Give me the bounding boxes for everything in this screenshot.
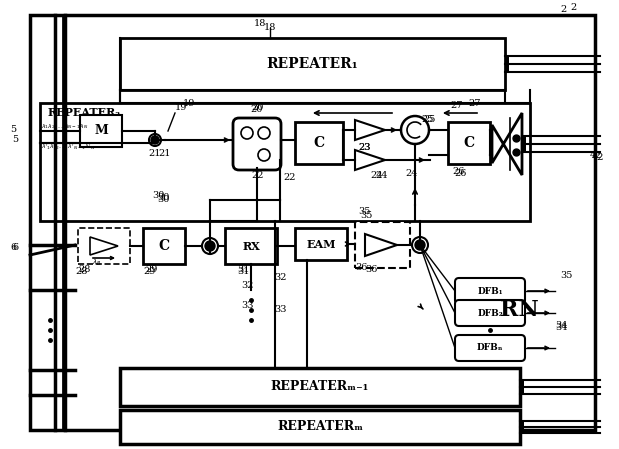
Text: C: C — [158, 239, 170, 253]
FancyBboxPatch shape — [455, 300, 525, 326]
Text: 27: 27 — [468, 100, 480, 109]
Text: 28: 28 — [78, 265, 90, 274]
Text: 30: 30 — [157, 194, 170, 202]
Text: 6: 6 — [10, 243, 16, 252]
Text: 42: 42 — [590, 150, 602, 159]
Text: RX: RX — [242, 241, 260, 251]
Text: 25: 25 — [423, 115, 435, 124]
Bar — [120, 368, 520, 406]
Text: 36: 36 — [355, 264, 367, 273]
Text: 21: 21 — [149, 149, 162, 158]
Text: 34: 34 — [555, 323, 568, 333]
Circle shape — [401, 116, 429, 144]
Text: 35: 35 — [560, 270, 573, 279]
Text: 2: 2 — [570, 4, 576, 13]
Bar — [295, 122, 343, 164]
Text: 2: 2 — [560, 5, 566, 14]
Text: 42: 42 — [592, 154, 605, 163]
Bar — [355, 222, 410, 268]
Circle shape — [202, 238, 218, 254]
Bar — [120, 410, 520, 444]
Text: 5: 5 — [10, 126, 16, 135]
Text: 27: 27 — [450, 101, 462, 110]
Text: 24: 24 — [405, 168, 417, 177]
FancyBboxPatch shape — [455, 335, 525, 361]
Text: 33: 33 — [274, 305, 287, 314]
Bar — [520, 380, 524, 394]
Circle shape — [415, 240, 425, 250]
Text: REPEATERₘ: REPEATERₘ — [277, 421, 363, 433]
Bar — [80, 115, 122, 147]
Text: 6: 6 — [12, 243, 18, 252]
Bar — [505, 56, 509, 72]
Bar — [520, 421, 524, 433]
Circle shape — [151, 136, 159, 144]
Circle shape — [152, 137, 158, 143]
Text: RN: RN — [500, 299, 539, 321]
Text: 18: 18 — [254, 19, 266, 28]
Text: 20: 20 — [252, 104, 264, 113]
Circle shape — [412, 237, 428, 253]
Text: 26: 26 — [454, 168, 466, 177]
Text: 20: 20 — [251, 106, 263, 114]
Text: C: C — [464, 136, 475, 150]
Text: 26: 26 — [452, 167, 464, 176]
Text: 30: 30 — [157, 195, 170, 204]
Bar — [295, 228, 347, 260]
Circle shape — [205, 241, 215, 251]
Text: REPEATER₂: REPEATER₂ — [48, 106, 121, 118]
Text: 19: 19 — [175, 104, 188, 113]
Text: DFB₂: DFB₂ — [477, 308, 503, 317]
Text: DFBₙ: DFBₙ — [477, 343, 503, 352]
Bar — [522, 136, 526, 152]
Bar — [143, 228, 185, 264]
Text: 30: 30 — [152, 190, 165, 199]
FancyBboxPatch shape — [455, 278, 525, 304]
Bar — [78, 228, 130, 264]
Text: C: C — [313, 136, 324, 150]
Bar — [40, 103, 530, 221]
Bar — [120, 38, 505, 90]
Text: $\lambda'_1\lambda'_2...\lambda'_{N-1}\lambda'_N$: $\lambda'_1\lambda'_2...\lambda'_{N-1}\l… — [41, 142, 95, 152]
Text: REPEATERₘ₋₁: REPEATERₘ₋₁ — [271, 380, 369, 393]
Text: 28: 28 — [75, 268, 87, 277]
Text: 31: 31 — [237, 268, 249, 277]
Bar — [225, 228, 277, 264]
Text: 24: 24 — [370, 171, 383, 180]
Text: M: M — [94, 124, 108, 137]
Bar — [448, 122, 490, 164]
Text: 23: 23 — [358, 144, 371, 153]
FancyBboxPatch shape — [233, 118, 281, 170]
Text: 35: 35 — [358, 207, 370, 216]
Text: 19: 19 — [183, 100, 196, 109]
Text: 18: 18 — [264, 23, 276, 32]
Text: 34: 34 — [555, 321, 568, 330]
Text: 33: 33 — [241, 300, 254, 309]
Circle shape — [206, 242, 214, 250]
Text: 25: 25 — [421, 115, 433, 124]
Text: 23: 23 — [358, 144, 371, 153]
Text: DFB₁: DFB₁ — [477, 286, 503, 295]
Text: 22: 22 — [283, 172, 295, 181]
Text: 32: 32 — [274, 273, 287, 282]
Circle shape — [416, 241, 424, 249]
Circle shape — [149, 134, 161, 146]
Text: 5: 5 — [12, 136, 18, 145]
Text: 29: 29 — [145, 265, 157, 274]
Text: 32: 32 — [241, 281, 254, 290]
Text: REPEATER₁: REPEATER₁ — [266, 57, 358, 71]
Text: 24: 24 — [375, 171, 387, 180]
Text: $\lambda_1\lambda_2...\lambda_{N-1}\lambda_N$: $\lambda_1\lambda_2...\lambda_{N-1}\lamb… — [41, 123, 89, 132]
Text: 22: 22 — [252, 171, 264, 180]
Text: 36: 36 — [365, 265, 378, 274]
Text: 21: 21 — [158, 149, 170, 158]
Text: $\lambda_B$: $\lambda_B$ — [92, 258, 102, 268]
Text: EAM: EAM — [306, 238, 335, 250]
Text: 31: 31 — [237, 265, 249, 274]
Text: 29: 29 — [143, 268, 155, 277]
Text: 35: 35 — [360, 211, 373, 220]
